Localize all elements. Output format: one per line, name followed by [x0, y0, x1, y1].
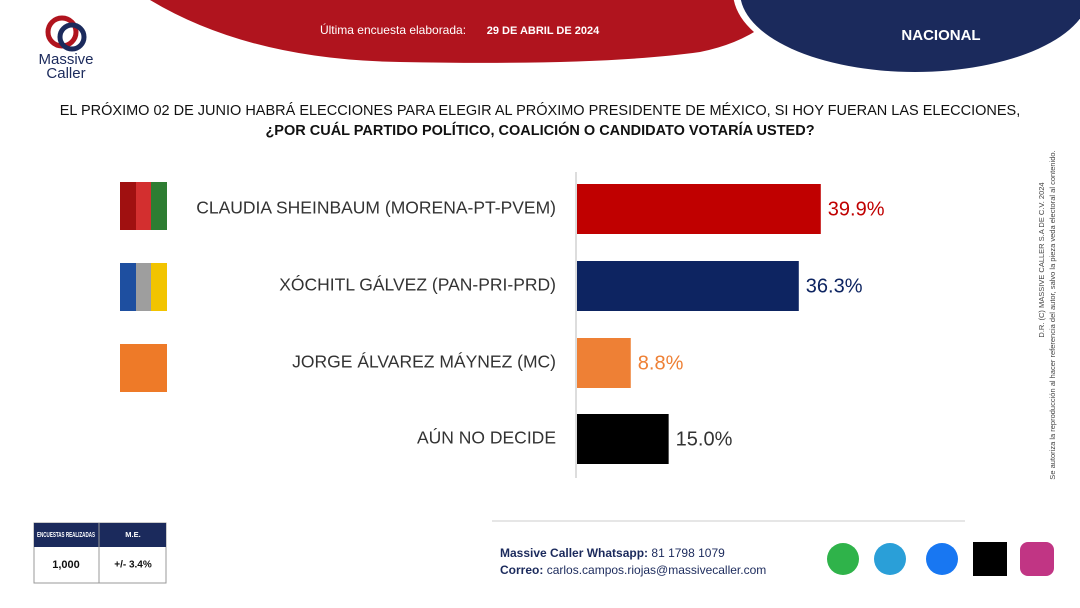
value-label: 15.0% — [676, 428, 733, 450]
brand: Caller — [46, 65, 85, 82]
table-value: 1,000 — [52, 559, 80, 571]
whatsapp-icon[interactable] — [827, 543, 859, 575]
x-icon[interactable] — [973, 542, 1007, 576]
party-logo — [136, 182, 151, 230]
party-logo — [151, 263, 167, 311]
bar — [577, 414, 669, 464]
category-label: CLAUDIA SHEINBAUM (MORENA-PT-PVEM) — [196, 198, 556, 218]
chart-title: EL PRÓXIMO 02 DE JUNIO HABRÁ ELECCIONES … — [60, 102, 1020, 119]
table-value: +/- 3.4% — [114, 560, 152, 571]
header-date: 29 DE ABRIL DE 2024 — [487, 25, 600, 37]
instagram-icon[interactable] — [1020, 542, 1054, 576]
facebook-icon[interactable] — [926, 543, 958, 575]
bar — [577, 338, 631, 388]
contact-value: carlos.campos.riojas@massivecaller.com — [547, 563, 767, 577]
value-label: 36.3% — [806, 275, 863, 297]
header-band — [150, 0, 790, 63]
header-scope: NACIONAL — [901, 27, 980, 44]
telegram-icon[interactable] — [874, 543, 906, 575]
value-label: 8.8% — [638, 352, 684, 374]
category-label: JORGE ÁLVAREZ MÁYNEZ (MC) — [292, 352, 556, 372]
contact-label: Correo: — [500, 563, 543, 577]
bar — [577, 261, 799, 311]
table-header: ENCUESTAS REALIZADAS — [37, 530, 95, 539]
methodology-header — [34, 523, 166, 547]
contact-label: Correo: carlos.campos.riojas@massivecall… — [500, 563, 766, 577]
legal-note: Se autoriza la reproducción al hacer ref… — [1048, 150, 1057, 479]
contact-label: Massive Caller Whatsapp: 81 1798 1079 — [500, 546, 725, 560]
bar — [577, 184, 821, 234]
header-circle — [740, 0, 1080, 72]
contact-label: Massive Caller Whatsapp: — [500, 546, 648, 560]
value-label: 39.9% — [828, 198, 885, 220]
chart-subtitle: ¿POR CUÁL PARTIDO POLÍTICO, COALICIÓN O … — [265, 121, 814, 139]
logo-ring — [57, 22, 87, 52]
category-label: XÓCHITL GÁLVEZ (PAN-PRI-PRD) — [279, 274, 556, 295]
party-logo — [120, 263, 136, 311]
contact-value: 81 1798 1079 — [651, 546, 725, 560]
party-logo — [120, 344, 167, 392]
brand: Massive — [38, 51, 93, 68]
category-label: AÚN NO DECIDE — [417, 427, 556, 448]
header-label: Última encuesta elaborada: — [320, 22, 466, 37]
party-logo — [151, 182, 167, 230]
table-header: M.E. — [125, 530, 140, 539]
legal-note: D.R. (C) MASSIVE CALLER S.A DE C.V. 2024 — [1037, 182, 1046, 337]
party-logo — [136, 263, 151, 311]
